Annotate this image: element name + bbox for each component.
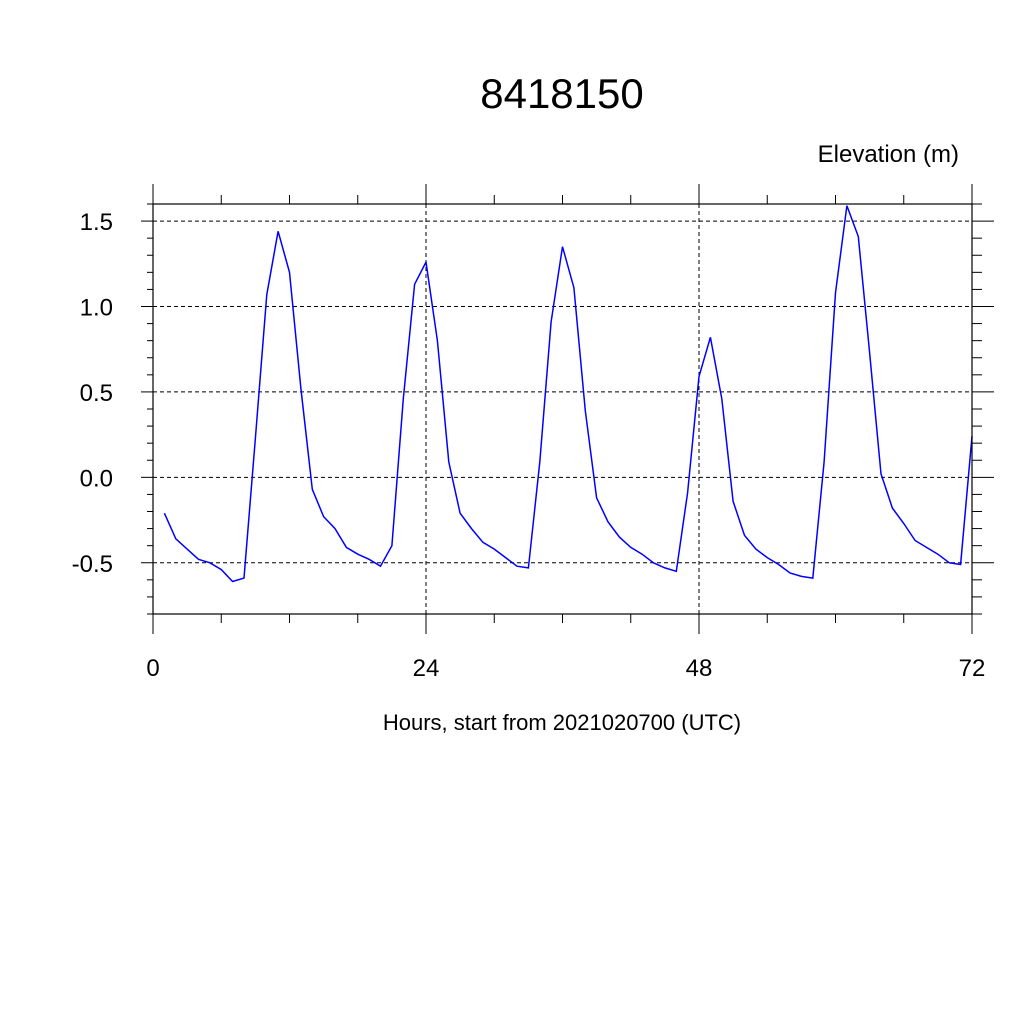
y-tick-label: 1.0 bbox=[80, 295, 113, 322]
plot-frame bbox=[152, 203, 973, 615]
axis-ticks bbox=[141, 184, 994, 634]
x-tick-label: 72 bbox=[959, 655, 986, 682]
y-axis-label: Elevation (m) bbox=[818, 141, 959, 168]
y-tick-label: -0.5 bbox=[72, 551, 113, 578]
grid-lines bbox=[153, 204, 972, 614]
x-tick-label: 48 bbox=[686, 655, 713, 682]
chart-title: 8418150 bbox=[480, 70, 644, 117]
x-tick-label: 0 bbox=[146, 655, 159, 682]
y-tick-label: 0.5 bbox=[80, 380, 113, 407]
tick-labels: -0.5 0.0 0.5 1.0 1.5 0 24 48 72 bbox=[72, 209, 986, 682]
x-axis-label: Hours, start from 2021020700 (UTC) bbox=[383, 710, 741, 735]
x-tick-label: 24 bbox=[413, 655, 440, 682]
y-tick-label: 0.0 bbox=[80, 465, 113, 492]
series-line bbox=[163, 205, 973, 583]
y-tick-label: 1.5 bbox=[80, 209, 113, 236]
series-layer bbox=[163, 205, 973, 583]
